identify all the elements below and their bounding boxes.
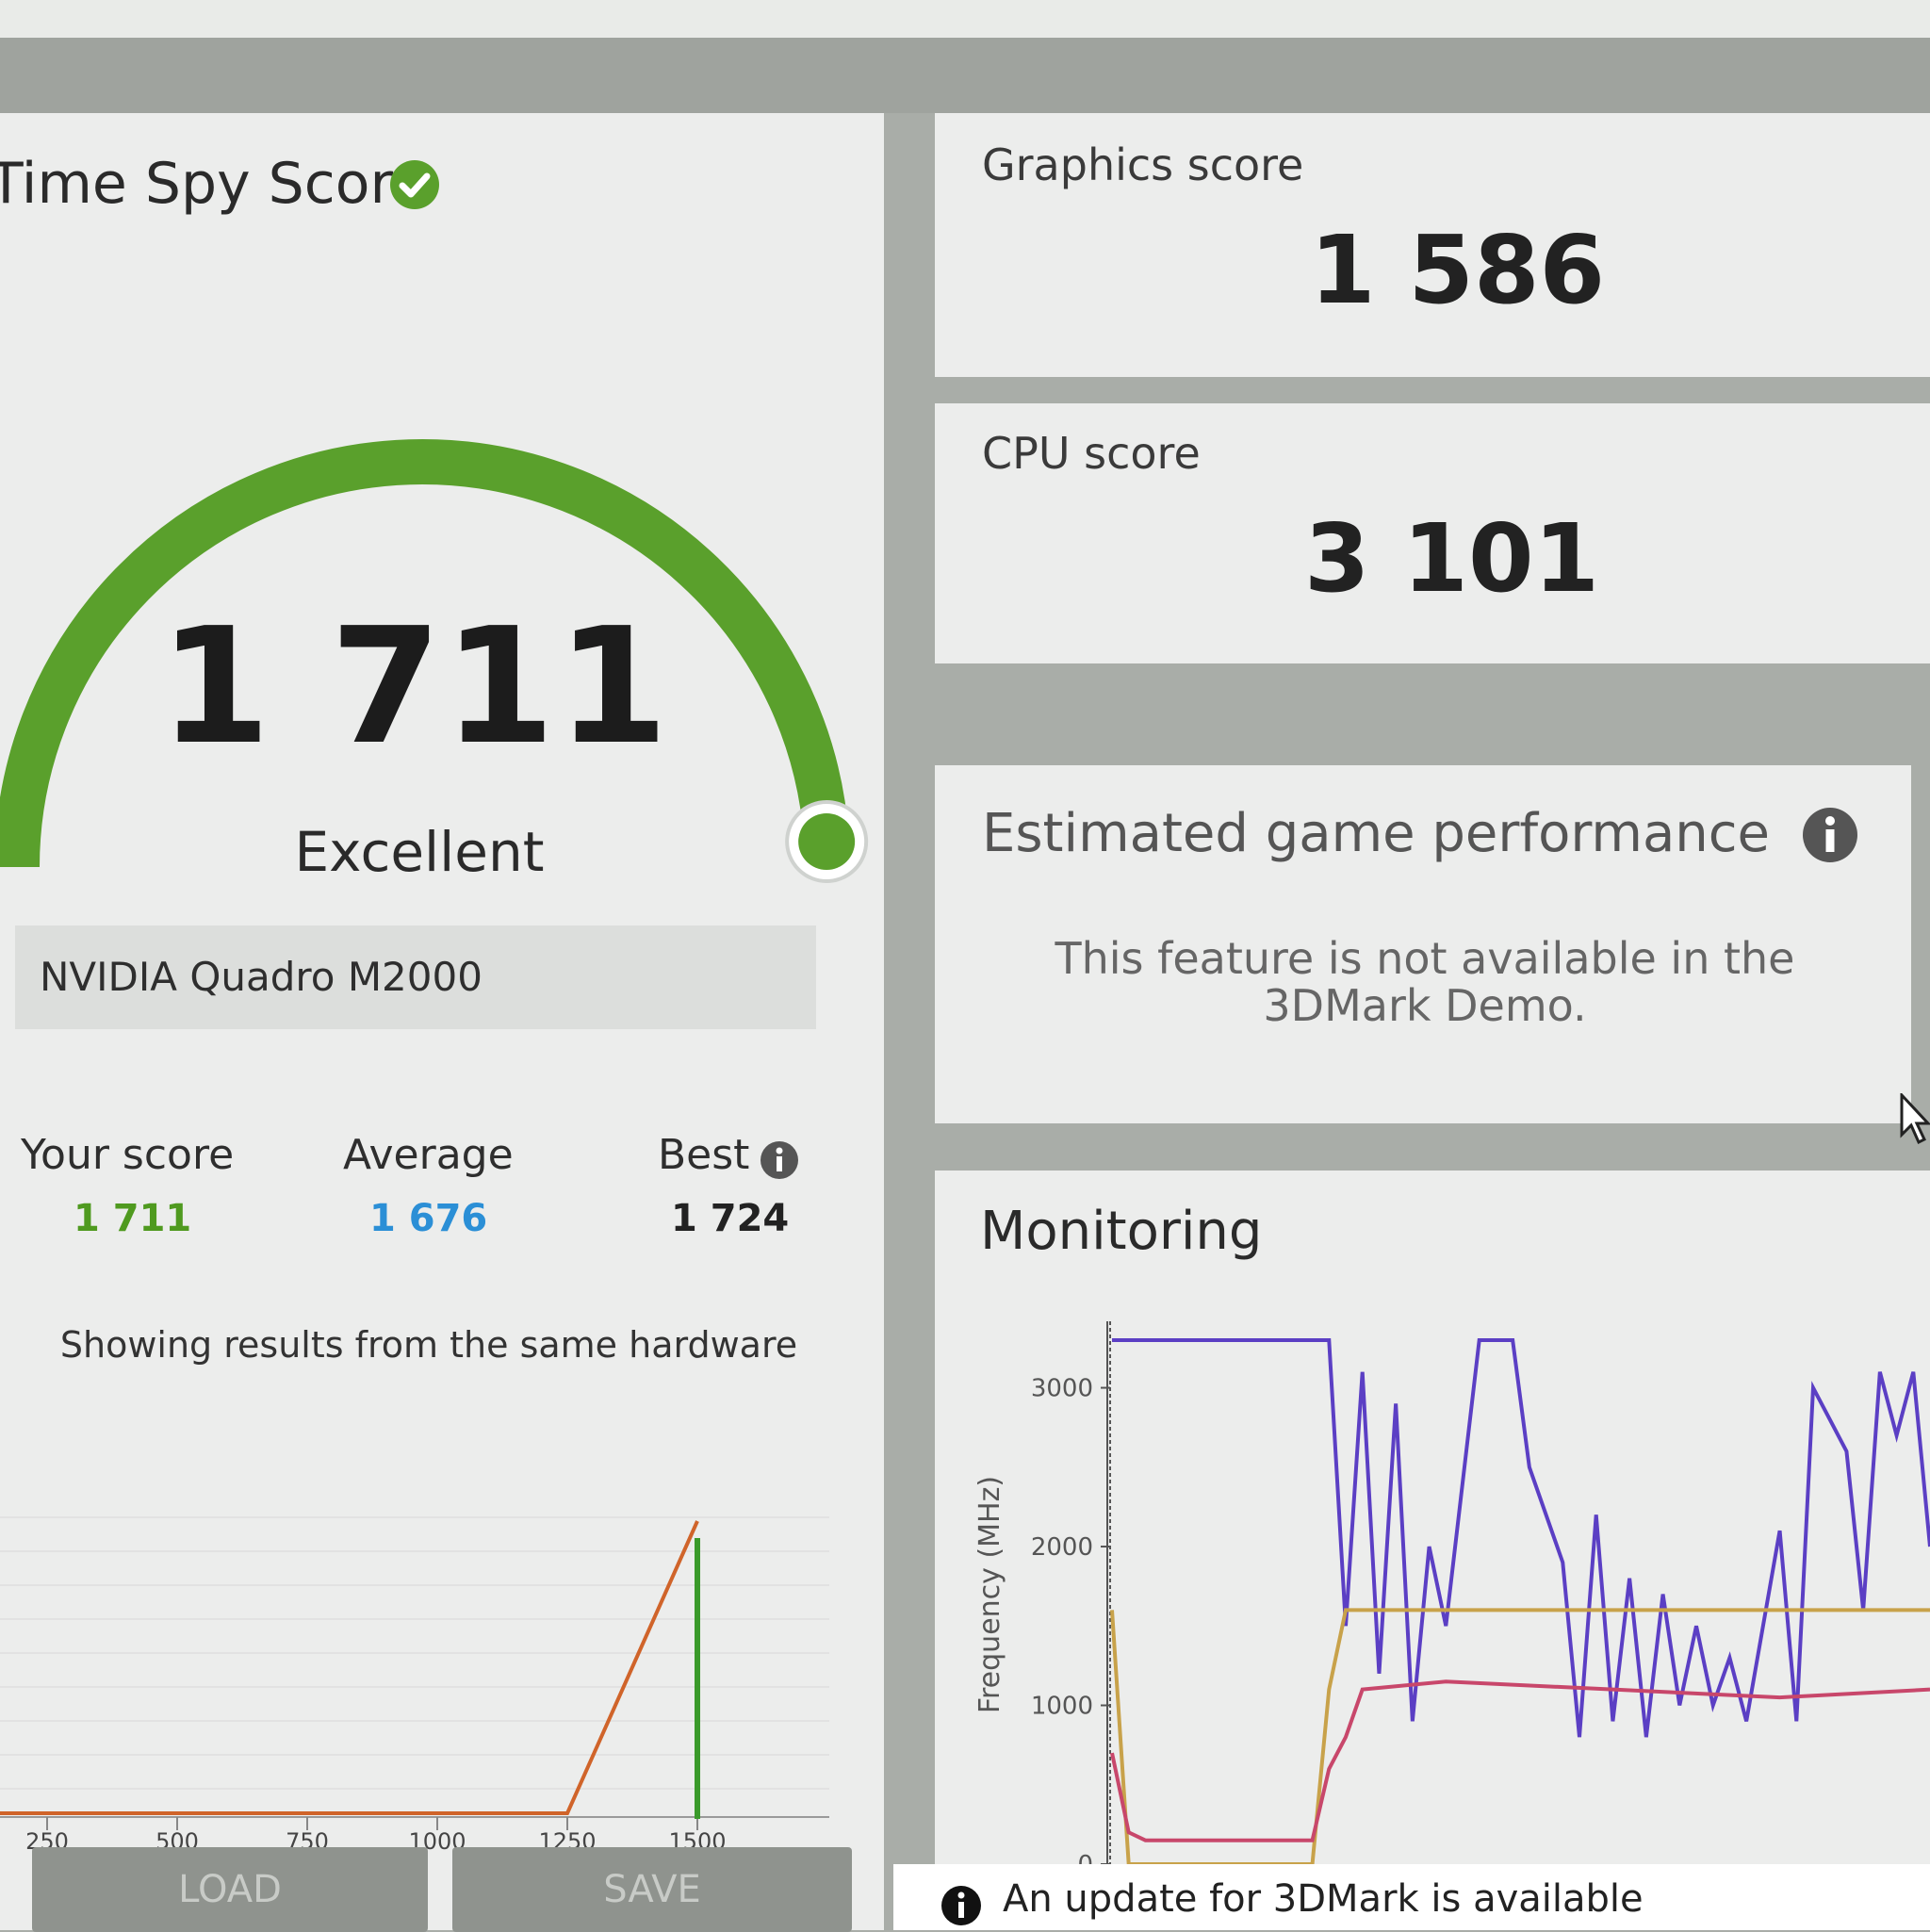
- best-value: 1 724: [671, 1197, 790, 1240]
- series-line-2: [1110, 1608, 1930, 1866]
- your-score-value: 1 711: [74, 1197, 192, 1240]
- chart-gridlines: [0, 1516, 829, 1790]
- distribution-chart: 250 500 750 1000 1250 1500: [0, 1516, 829, 1855]
- monitoring-card: Monitoring Frequency (MHz) 0100020003000…: [935, 1171, 1930, 1906]
- score-gauge: [0, 439, 869, 884]
- average-label: Average: [343, 1131, 514, 1179]
- graphics-score-value: 1 586: [1310, 215, 1606, 325]
- gpu-box: NVIDIA Quadro M2000: [15, 925, 816, 1029]
- info-icon[interactable]: [1802, 807, 1858, 863]
- mouse-cursor-icon: [1900, 1093, 1930, 1145]
- y-tick-label: 1000: [1031, 1693, 1093, 1721]
- series-lines: [1110, 1338, 1930, 1866]
- series-line-1: [1112, 1338, 1930, 1738]
- estimated-performance-title: Estimated game performance: [982, 803, 1771, 864]
- gpu-name: NVIDIA Quadro M2000: [40, 954, 482, 1000]
- y-axis-label: Frequency (MHz): [973, 1476, 1006, 1713]
- distribution-line: [0, 1520, 699, 1815]
- gauge-arc: [0, 439, 850, 868]
- average-value: 1 676: [369, 1197, 488, 1240]
- not-available-message: This feature is not available in the 3DM…: [1055, 933, 1795, 1031]
- graphics-score-label: Graphics score: [982, 139, 1304, 190]
- your-score-label: Your score: [21, 1131, 235, 1179]
- check-icon: [390, 160, 439, 209]
- estimated-game-performance-card: Estimated game performance This feature …: [935, 765, 1911, 1123]
- save-button[interactable]: SAVE: [452, 1847, 852, 1932]
- score-panel: Time Spy Score 1 711 Excellent NVIDIA Qu…: [0, 113, 884, 1932]
- gauge-knob-center: [798, 813, 856, 871]
- cpu-score-value: 3 101: [1304, 503, 1600, 614]
- top-bar: [0, 0, 1930, 113]
- best-label: Best: [658, 1131, 750, 1179]
- info-icon: [941, 1886, 981, 1925]
- info-icon[interactable]: [760, 1140, 799, 1180]
- series-line-3: [1110, 1679, 1930, 1842]
- load-button[interactable]: LOAD: [32, 1847, 428, 1932]
- cpu-score-label: CPU score: [982, 428, 1201, 479]
- score-title: Time Spy Score: [0, 151, 427, 217]
- score-rating: Excellent: [294, 820, 545, 884]
- update-notification[interactable]: An update for 3DMark is available: [893, 1864, 1930, 1930]
- update-text: An update for 3DMark is available: [1003, 1877, 1644, 1921]
- y-axis-ticks: 0100020003000: [1031, 1375, 1110, 1879]
- monitoring-title: Monitoring: [980, 1201, 1263, 1262]
- showing-results-text: Showing results from the same hardware: [59, 1324, 798, 1366]
- graphics-score-card: Graphics score 1 586: [935, 113, 1930, 377]
- y-tick-label: 2000: [1031, 1533, 1093, 1562]
- main-score: 1 711: [158, 594, 671, 780]
- cpu-score-card: CPU score 3 101: [935, 403, 1930, 663]
- y-tick-label: 3000: [1031, 1375, 1093, 1403]
